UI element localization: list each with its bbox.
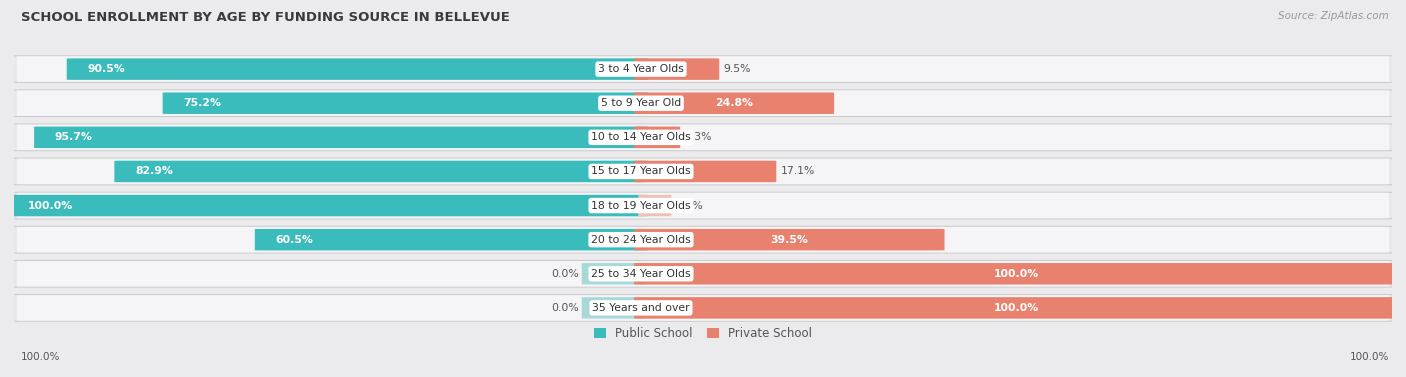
Text: 18 to 19 Year Olds: 18 to 19 Year Olds (591, 201, 690, 211)
FancyBboxPatch shape (582, 297, 645, 319)
FancyBboxPatch shape (7, 226, 1399, 253)
FancyBboxPatch shape (634, 58, 720, 80)
Text: 10 to 14 Year Olds: 10 to 14 Year Olds (591, 132, 690, 143)
FancyBboxPatch shape (634, 92, 834, 114)
FancyBboxPatch shape (7, 261, 1399, 287)
FancyBboxPatch shape (254, 229, 648, 250)
FancyBboxPatch shape (17, 227, 1389, 253)
Text: 4.3%: 4.3% (685, 132, 711, 143)
Text: 100.0%: 100.0% (994, 303, 1039, 313)
FancyBboxPatch shape (7, 192, 1399, 219)
Text: 82.9%: 82.9% (135, 166, 173, 176)
FancyBboxPatch shape (7, 56, 1399, 83)
FancyBboxPatch shape (17, 90, 1389, 116)
Text: 0.0%: 0.0% (675, 201, 703, 211)
FancyBboxPatch shape (7, 90, 1399, 116)
FancyBboxPatch shape (634, 161, 776, 182)
FancyBboxPatch shape (634, 127, 681, 148)
Text: 100.0%: 100.0% (1350, 352, 1389, 362)
FancyBboxPatch shape (634, 263, 1399, 285)
FancyBboxPatch shape (17, 295, 1389, 321)
FancyBboxPatch shape (34, 127, 648, 148)
FancyBboxPatch shape (17, 124, 1389, 150)
Text: 5 to 9 Year Old: 5 to 9 Year Old (600, 98, 681, 108)
Text: 95.7%: 95.7% (55, 132, 93, 143)
Text: Source: ZipAtlas.com: Source: ZipAtlas.com (1278, 11, 1389, 21)
Text: SCHOOL ENROLLMENT BY AGE BY FUNDING SOURCE IN BELLEVUE: SCHOOL ENROLLMENT BY AGE BY FUNDING SOUR… (21, 11, 510, 24)
Text: 20 to 24 Year Olds: 20 to 24 Year Olds (591, 234, 690, 245)
Text: 100.0%: 100.0% (994, 269, 1039, 279)
FancyBboxPatch shape (114, 161, 648, 182)
Text: 60.5%: 60.5% (276, 234, 314, 245)
FancyBboxPatch shape (17, 261, 1389, 287)
FancyBboxPatch shape (638, 195, 671, 216)
Text: 35 Years and over: 35 Years and over (592, 303, 690, 313)
Text: 100.0%: 100.0% (21, 352, 60, 362)
Text: 9.5%: 9.5% (723, 64, 751, 74)
Text: 75.2%: 75.2% (183, 98, 221, 108)
FancyBboxPatch shape (7, 158, 1399, 185)
Text: 100.0%: 100.0% (28, 201, 73, 211)
Text: 24.8%: 24.8% (716, 98, 754, 108)
Text: 17.1%: 17.1% (780, 166, 815, 176)
Text: 39.5%: 39.5% (770, 234, 808, 245)
Text: 0.0%: 0.0% (551, 269, 579, 279)
FancyBboxPatch shape (7, 124, 1399, 151)
FancyBboxPatch shape (17, 56, 1389, 82)
FancyBboxPatch shape (634, 229, 945, 250)
Text: 0.0%: 0.0% (551, 303, 579, 313)
FancyBboxPatch shape (66, 58, 648, 80)
Text: 25 to 34 Year Olds: 25 to 34 Year Olds (591, 269, 690, 279)
FancyBboxPatch shape (582, 263, 645, 285)
Legend: Public School, Private School: Public School, Private School (593, 327, 813, 340)
Text: 15 to 17 Year Olds: 15 to 17 Year Olds (591, 166, 690, 176)
FancyBboxPatch shape (634, 297, 1399, 319)
FancyBboxPatch shape (7, 195, 648, 216)
FancyBboxPatch shape (163, 92, 648, 114)
FancyBboxPatch shape (7, 294, 1399, 321)
FancyBboxPatch shape (17, 193, 1389, 218)
FancyBboxPatch shape (17, 159, 1389, 184)
Text: 90.5%: 90.5% (87, 64, 125, 74)
Text: 3 to 4 Year Olds: 3 to 4 Year Olds (598, 64, 683, 74)
